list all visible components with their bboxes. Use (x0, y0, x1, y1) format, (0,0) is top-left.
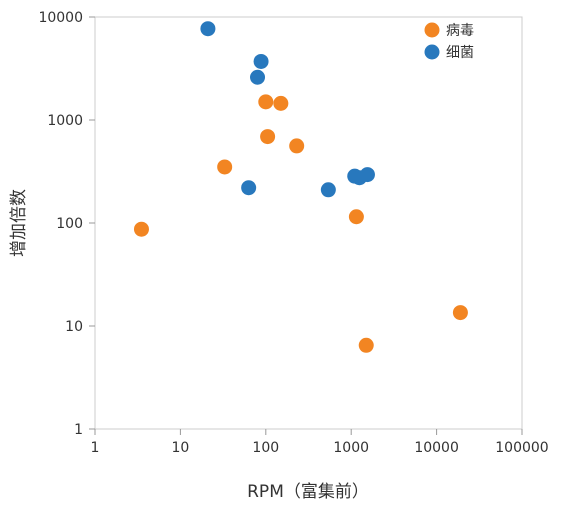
y-axis-title: 增加倍数 (9, 189, 29, 257)
x-tick-label: 100000 (495, 440, 548, 456)
virus-point (217, 159, 233, 175)
x-tick-label: 10000 (414, 440, 459, 456)
plot-area (94, 16, 523, 430)
x-tick-label: 1 (91, 440, 100, 456)
y-tick-label: 100 (56, 216, 83, 232)
virus-point (260, 129, 276, 145)
bacteria-point (241, 180, 257, 196)
virus-point (452, 305, 468, 321)
virus-point (258, 94, 274, 110)
legend-label: 细菌 (446, 45, 474, 61)
x-tick-label: 1000 (333, 440, 369, 456)
x-axis-title: RPM（富集前） (247, 482, 369, 502)
y-axis: 1 10 100 1000 10000 (38, 10, 95, 438)
x-tick-label: 100 (252, 440, 279, 456)
virus-point (289, 138, 305, 154)
bacteria-point (320, 182, 336, 198)
y-tick-label: 10 (65, 319, 83, 335)
virus-point (133, 221, 149, 237)
legend-marker (424, 44, 440, 60)
bacteria-point (250, 69, 266, 85)
y-tick-label: 1000 (47, 113, 83, 129)
data-points (133, 21, 468, 353)
virus-point (273, 95, 289, 111)
bacteria-point (200, 21, 216, 37)
legend-marker (424, 22, 440, 38)
x-tick-label: 10 (171, 440, 189, 456)
legend-label: 病毒 (446, 23, 474, 39)
virus-point (358, 337, 374, 353)
bacteria-point (253, 53, 269, 69)
bacteria-point (359, 167, 375, 183)
y-tick-label: 1 (74, 422, 83, 438)
virus-point (348, 209, 364, 225)
y-tick-label: 10000 (38, 10, 83, 26)
x-axis: 1 10 100 1000 10000 100000 (91, 429, 549, 456)
